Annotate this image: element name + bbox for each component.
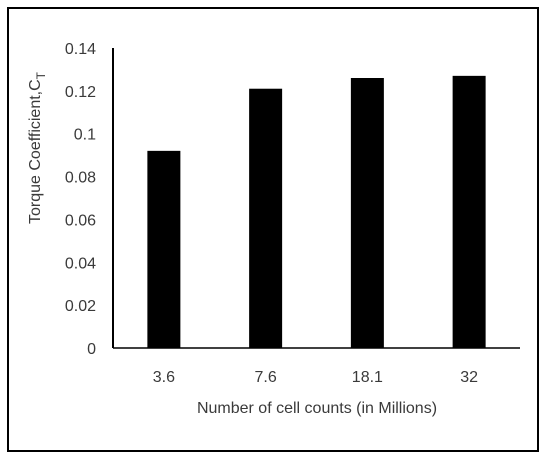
y-tick-label: 0.02 <box>65 298 96 315</box>
x-axis-title: Number of cell counts (in Millions) <box>197 400 437 417</box>
y-axis-title: Torque Coefficient,CT <box>27 71 48 224</box>
x-tick-label: 3.6 <box>153 369 175 386</box>
y-tick-label: 0.14 <box>65 41 96 58</box>
x-tick-label: 32 <box>460 369 478 386</box>
y-axis-title-main: Torque Coefficient,C <box>27 79 44 224</box>
x-axis-ticks: 3.6 7.6 18.1 32 <box>153 369 478 386</box>
bar-3.6 <box>147 150 181 348</box>
y-tick-label: 0.1 <box>74 127 96 144</box>
y-tick-label: 0.12 <box>65 84 96 101</box>
y-tick-label: 0 <box>87 341 96 358</box>
bar-18.1 <box>350 78 384 348</box>
y-tick-label: 0.06 <box>65 212 96 229</box>
bars <box>147 75 486 348</box>
y-tick-label: 0.08 <box>65 170 96 187</box>
bar-32 <box>452 75 486 348</box>
x-tick-label: 18.1 <box>352 369 383 386</box>
y-axis-title-subscript: T <box>34 71 48 79</box>
y-tick-label: 0.04 <box>65 255 96 272</box>
y-axis-ticks: 0 0.02 0.04 0.06 0.08 0.1 0.12 0.14 <box>65 41 96 358</box>
x-tick-label: 7.6 <box>255 369 277 386</box>
bar-7.6 <box>249 88 283 348</box>
